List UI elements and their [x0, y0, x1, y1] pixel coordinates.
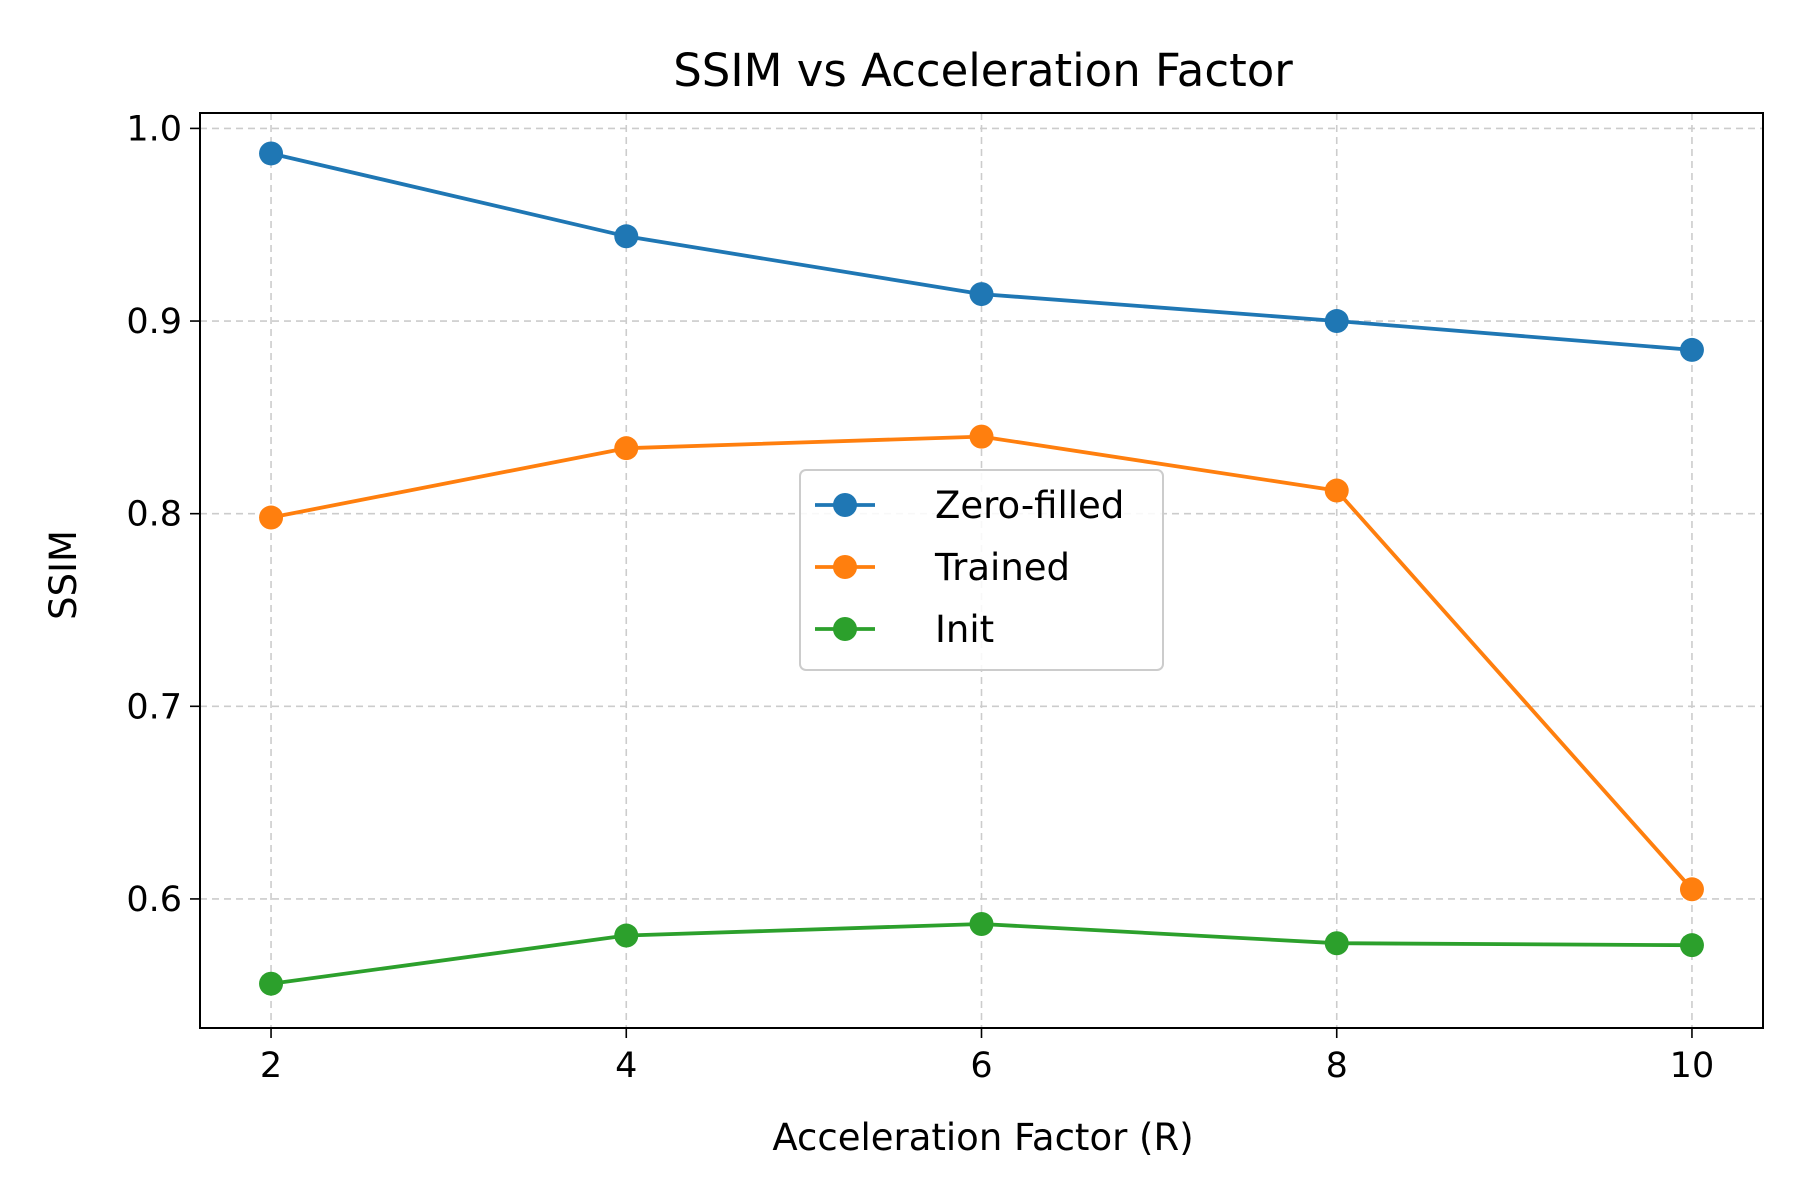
- data-point-init: [1679, 933, 1704, 958]
- data-point-init: [259, 971, 284, 996]
- legend-item-zero-filled: Zero-filled: [815, 484, 1124, 527]
- x-tick-label: 6: [970, 1046, 992, 1086]
- y-axis-label: SSIM: [42, 530, 85, 620]
- chart-title: SSIM vs Acceleration Factor: [673, 44, 1293, 97]
- data-point-zero-filled: [259, 141, 284, 166]
- legend: Zero-filled Trained Init: [799, 469, 1164, 671]
- series-trained: [259, 424, 1704, 902]
- y-tick-label: 0.8: [126, 495, 182, 535]
- x-tick-label: 2: [260, 1046, 282, 1086]
- data-point-init: [614, 923, 639, 948]
- series-zero-filled: [259, 141, 1704, 362]
- x-tick-label: 4: [615, 1046, 637, 1086]
- ticks: 2 4 6 8 10 0.6 0.7 0.8 0.9 1.0: [126, 109, 1714, 1086]
- data-point-trained: [614, 436, 639, 461]
- y-tick-label: 0.7: [126, 687, 182, 727]
- x-axis-label: Acceleration Factor (R): [772, 1116, 1193, 1159]
- legend-item-init: Init: [815, 608, 994, 651]
- x-tick-label: 10: [1670, 1046, 1715, 1086]
- data-point-trained: [259, 505, 284, 530]
- legend-label: Trained: [934, 546, 1070, 589]
- legend-swatch-marker: [833, 493, 857, 517]
- y-tick-label: 0.9: [126, 302, 182, 342]
- legend-item-trained: Trained: [815, 546, 1070, 589]
- data-point-trained: [1679, 877, 1704, 902]
- legend-swatch-marker: [833, 555, 857, 579]
- x-tick-label: 8: [1326, 1046, 1348, 1086]
- series-init: [259, 911, 1704, 996]
- legend-label: Zero-filled: [935, 484, 1124, 527]
- data-point-zero-filled: [969, 282, 994, 307]
- data-point-init: [1324, 931, 1349, 956]
- data-point-init: [969, 911, 994, 936]
- y-tick-label: 1.0: [126, 109, 182, 149]
- legend-label: Init: [935, 608, 994, 651]
- data-point-zero-filled: [614, 224, 639, 249]
- legend-swatch-marker: [833, 617, 857, 641]
- data-point-trained: [969, 424, 994, 449]
- data-point-zero-filled: [1324, 309, 1349, 334]
- data-point-trained: [1324, 478, 1349, 503]
- series-layer: [259, 141, 1704, 996]
- legend-box: [799, 469, 1164, 671]
- y-tick-label: 0.6: [126, 880, 182, 920]
- data-point-zero-filled: [1679, 337, 1704, 362]
